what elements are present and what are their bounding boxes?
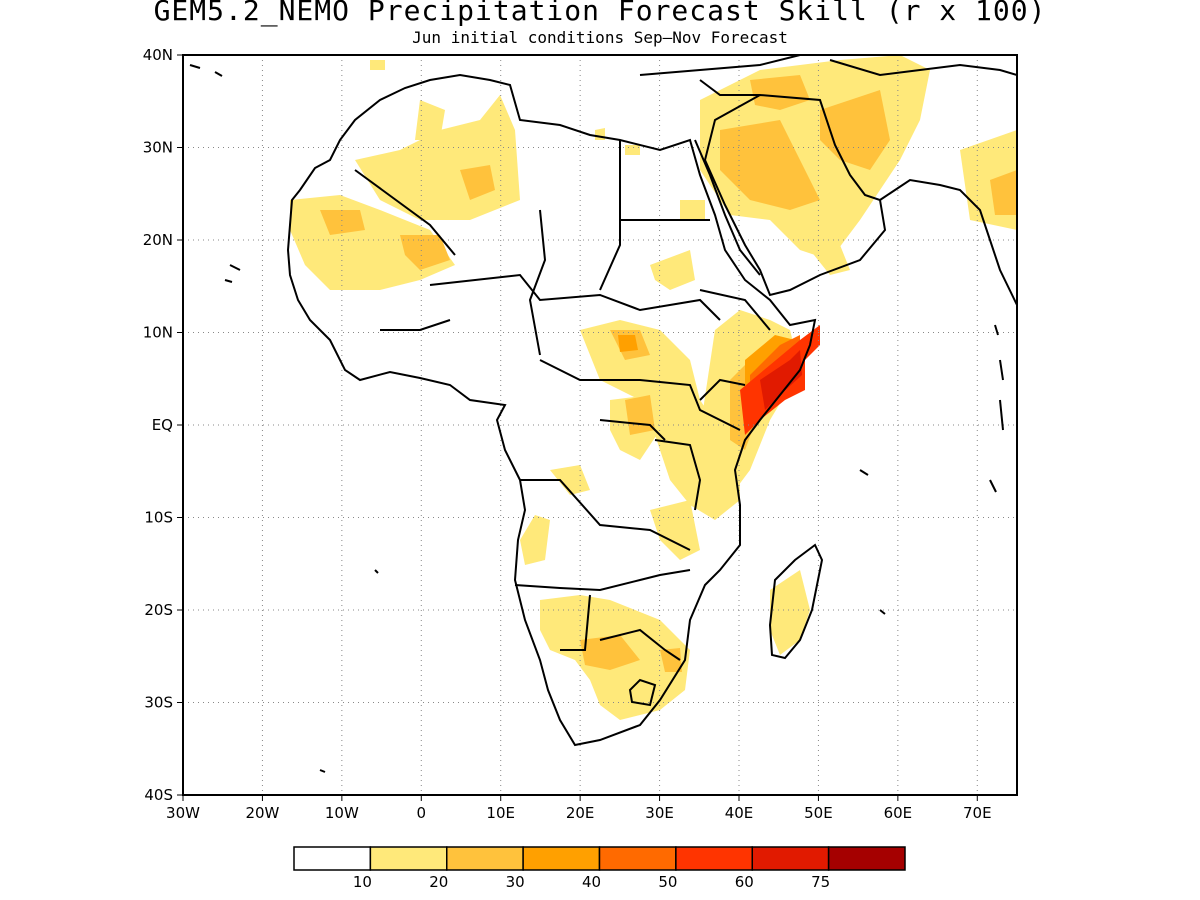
lat-tick-label: 10S — [144, 509, 173, 527]
lat-tick-label: EQ — [152, 416, 173, 434]
colorbar-swatch — [675, 846, 753, 871]
coastlines — [286, 55, 1017, 747]
lon-tick-label: 50E — [804, 804, 833, 822]
lon-tick-label: 0 — [417, 804, 427, 822]
lon-tick-label: 30W — [166, 804, 200, 822]
skill-10-20-region — [290, 55, 1017, 720]
lon-tick-label: 20E — [566, 804, 595, 822]
colorbar-swatch — [293, 846, 372, 871]
longitude-axis: 30W 20W 10W 0 10E 20E 30E 40E 50E 60E 70E — [166, 795, 992, 822]
lat-tick-label: 40S — [144, 786, 173, 804]
colorbar-label: 60 — [735, 873, 754, 891]
gridlines — [183, 55, 1017, 795]
lat-tick-label: 40N — [143, 46, 173, 64]
colorbar-label: 40 — [582, 873, 601, 891]
lon-tick-label: 70E — [963, 804, 992, 822]
colorbar: 10 20 30 40 50 60 75 — [293, 846, 906, 891]
lon-tick-label: 60E — [884, 804, 913, 822]
chart-subtitle: Jun initial conditions Sep–Nov Forecast — [412, 28, 788, 47]
lon-tick-label: 10W — [325, 804, 359, 822]
lat-tick-label: 20N — [143, 231, 173, 249]
lat-tick-label: 10N — [143, 324, 173, 342]
lon-tick-label: 30E — [645, 804, 674, 822]
colorbar-swatch — [446, 846, 524, 871]
lon-tick-label: 10E — [486, 804, 515, 822]
colorbar-label: 30 — [506, 873, 525, 891]
colorbar-swatch — [369, 846, 448, 871]
chart-title: GEM5.2_NEMO Precipitation Forecast Skill… — [153, 0, 1047, 27]
lon-tick-label: 20W — [245, 804, 279, 822]
latitude-axis: 40N 30N 20N 10N EQ 10S 20S 30S 40S — [143, 46, 183, 804]
colorbar-label: 10 — [353, 873, 372, 891]
colorbar-label: 75 — [811, 873, 830, 891]
colorbar-swatch — [751, 846, 830, 871]
lon-tick-label: 40E — [725, 804, 754, 822]
colorbar-swatch — [522, 846, 601, 871]
lat-tick-label: 30S — [144, 694, 173, 712]
lat-tick-label: 20S — [144, 601, 173, 619]
islands — [189, 64, 1004, 773]
colorbar-label: 20 — [429, 873, 448, 891]
skill-60-75-region — [760, 350, 802, 410]
colorbar-swatch — [598, 846, 677, 871]
lat-tick-label: 30N — [143, 139, 173, 157]
colorbar-label: 50 — [658, 873, 677, 891]
colorbar-swatch — [827, 846, 906, 871]
skill-shading — [290, 55, 1017, 720]
